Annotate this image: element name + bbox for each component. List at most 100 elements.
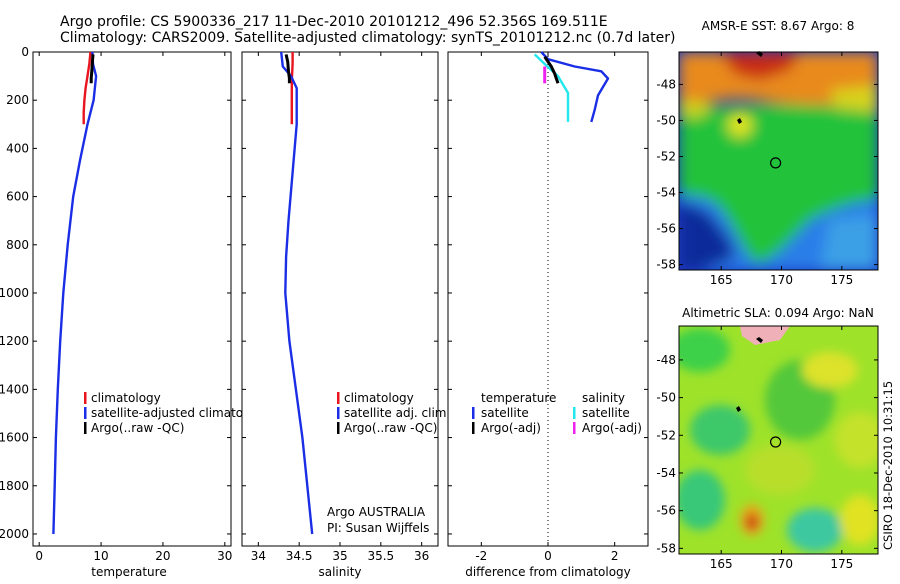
x-tick-label: 35	[332, 549, 347, 563]
x-tick-label: 2	[611, 549, 619, 563]
map-x-tick-label: 165	[710, 557, 733, 571]
argo-location-marker	[769, 157, 782, 169]
x-tick-label: 36	[414, 549, 429, 563]
map-y-tick-label: -52	[656, 149, 676, 163]
x-tick-label: -2	[475, 549, 487, 563]
x-tick-label: 0	[35, 549, 43, 563]
map-x-tick-label: 165	[710, 273, 733, 287]
sla-heatmap	[679, 326, 878, 554]
y-tick-label: 400	[6, 141, 29, 155]
legend-swatch-satellite	[337, 407, 340, 419]
island-marker	[737, 118, 742, 124]
sla-map-frame	[678, 325, 879, 555]
legend-label-temp-satellite: satellite	[481, 406, 529, 420]
y-tick-label: 0	[21, 45, 29, 59]
salinity-xlabel: salinity	[318, 565, 361, 579]
salinity-annotation-line1: Argo AUSTRALIA	[327, 505, 426, 519]
map-y-tick-label: -52	[656, 428, 676, 442]
series-line-satellite	[533, 53, 570, 122]
y-tick-label: 800	[6, 238, 29, 252]
y-tick-label: 1600	[0, 431, 29, 445]
difference-legend: temperature salinity satellite Argo(-adj…	[472, 391, 642, 435]
series-line-satellite	[540, 51, 610, 123]
salinity-annotation-line2: PI: Susan Wijffels	[327, 521, 429, 535]
legend-label-satellite: satellite-adjusted climatology	[91, 406, 269, 420]
sla-map-panel: Altimetric SLA: 0.094 Argo: NaN 165 170 17…	[656, 306, 879, 571]
sst-map-frame	[678, 51, 879, 271]
map-y-tick-label: -50	[656, 113, 676, 127]
legend-label-satellite: satellite adj. clim.	[344, 406, 450, 420]
legend-swatch-satellite	[84, 407, 87, 419]
side-stamp: CSIRO 18-Dec-2010 10:31:15	[881, 381, 895, 550]
legend-label-argo: Argo(..raw -QC)	[344, 421, 437, 435]
legend-swatch-climatology	[337, 392, 340, 404]
map-y-tick-label: -58	[656, 258, 676, 272]
map-y-tick-label: -56	[656, 222, 676, 236]
map-y-tick-label: -50	[656, 391, 676, 405]
legend-swatch-temp-satellite	[472, 407, 475, 419]
x-tick-label: 0	[544, 549, 552, 563]
difference-panel: -2 0 2 difference from climatology tempera…	[447, 51, 649, 579]
x-tick-label: 34.5	[286, 549, 313, 563]
map-y-tick-label: -54	[656, 186, 676, 200]
legend-swatch-argo	[337, 422, 340, 434]
sst-heatmap	[679, 52, 878, 270]
legend-label-climatology: climatology	[91, 391, 161, 405]
legend-swatch-sal-argo	[573, 422, 576, 434]
y-tick-label: 1400	[0, 382, 29, 396]
y-tick-label: 2000	[0, 527, 29, 541]
y-tick-label: 1800	[0, 479, 29, 493]
salinity-legend: climatology satellite adj. clim. Argo(..…	[337, 391, 450, 435]
argo-location-marker	[769, 436, 782, 448]
legend-swatch-argo	[84, 422, 87, 434]
temperature-legend: climatology satellite-adjusted climatolo…	[84, 391, 269, 435]
difference-xlabel: difference from climatology	[465, 565, 631, 579]
map-y-tick-label: -54	[656, 466, 676, 480]
map-y-tick-label: -56	[656, 504, 676, 518]
map-x-tick-label: 170	[770, 273, 793, 287]
sst-map-panel: AMSR-E SST: 8.67 Argo: 8 165 170 175 -48 -50…	[656, 19, 879, 287]
temperature-xlabel: temperature	[91, 565, 166, 579]
salinity-axes-box	[241, 51, 439, 547]
sla-map-title: Altimetric SLA: 0.094 Argo: NaN	[682, 306, 874, 320]
map-y-tick-label: -48	[656, 77, 676, 91]
salinity-panel: 34 34.5 35 35.5 36 salinity climatology sate…	[241, 51, 450, 579]
y-tick-label: 1200	[0, 334, 29, 348]
legend-label-sal-argo: Argo(-adj)	[582, 421, 642, 435]
series-line-argo	[284, 54, 291, 84]
legend-title-temperature: temperature	[481, 391, 556, 405]
legend-label-temp-argo: Argo(-adj)	[481, 421, 541, 435]
series-line-argo	[543, 55, 560, 84]
sst-map-title: AMSR-E SST: 8.67 Argo: 8	[702, 19, 855, 33]
x-tick-label: 35.5	[367, 549, 394, 563]
y-tick-label: 1000	[0, 286, 29, 300]
map-y-tick-label: -48	[656, 353, 676, 367]
y-tick-label: 600	[6, 190, 29, 204]
header-title-line1: Argo profile: CS 5900336_217 11-Dec-2010…	[60, 14, 608, 30]
series-line-satellite	[280, 51, 314, 535]
legend-label-sal-satellite: satellite	[582, 406, 630, 420]
sla-island-markers	[736, 337, 763, 412]
legend-swatch-sal-satellite	[573, 407, 576, 419]
legend-label-climatology: climatology	[344, 391, 414, 405]
map-x-tick-label: 175	[830, 273, 853, 287]
temperature-axes-box	[32, 51, 232, 547]
series-line-argo	[89, 54, 95, 84]
map-x-tick-label: 175	[830, 557, 853, 571]
y-tick-label: 200	[6, 93, 29, 107]
legend-label-argo: Argo(..raw -QC)	[91, 421, 184, 435]
island-marker	[756, 51, 763, 57]
x-tick-label: 20	[155, 549, 170, 563]
x-tick-label: 34	[251, 549, 266, 563]
temperature-panel: 0 10 20 30 0 200 400 600 800 1000 1200 1400 1600 1800…	[0, 45, 269, 579]
series-line-satellite-adjusted	[52, 51, 98, 535]
sst-island-markers	[737, 51, 763, 124]
legend-swatch-temp-argo	[472, 422, 475, 434]
map-y-tick-label: -58	[656, 541, 676, 555]
island-marker	[736, 406, 741, 412]
legend-swatch-climatology	[84, 392, 87, 404]
island-marker	[756, 337, 763, 343]
x-tick-label: 30	[217, 549, 232, 563]
series-line-climatology	[82, 51, 92, 125]
